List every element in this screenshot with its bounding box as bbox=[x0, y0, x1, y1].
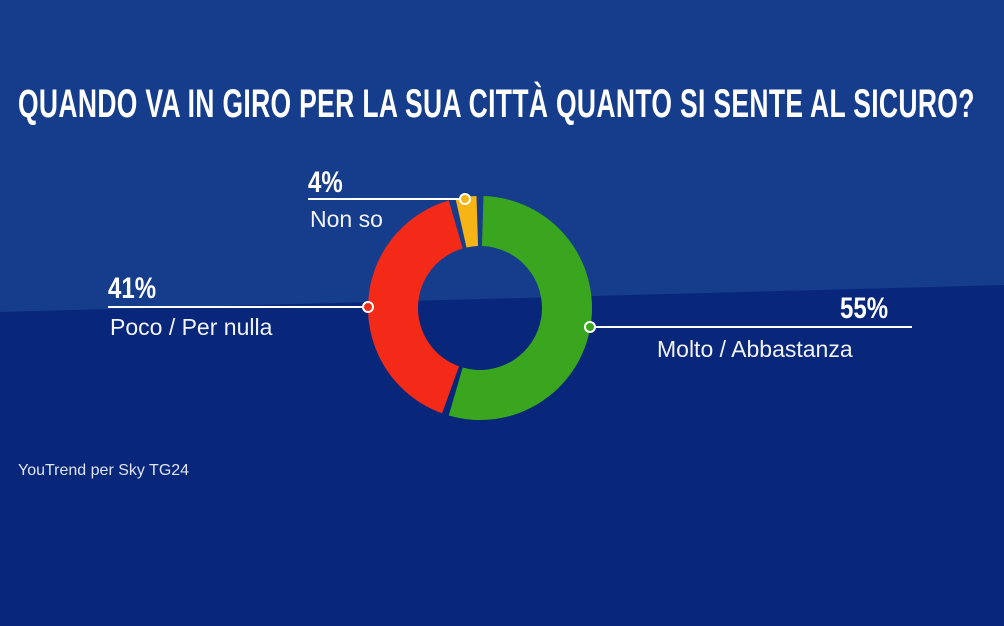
source-note: YouTrend per Sky TG24 bbox=[18, 462, 190, 479]
slice-molto-abbastanza bbox=[448, 196, 593, 420]
value-label-poco: 41% bbox=[108, 272, 157, 305]
value-label-molto: 55% bbox=[840, 292, 889, 325]
slice-label-poco: Poco / Per nulla bbox=[110, 314, 273, 340]
leader-marker bbox=[362, 301, 374, 313]
background-upper bbox=[0, 0, 1004, 312]
chart-title: QUANDO VA IN GIRO PER LA SUA CITTÀ QUANT… bbox=[18, 82, 975, 126]
slice-non-so bbox=[455, 196, 479, 248]
leader-marker bbox=[459, 193, 471, 205]
leader-marker bbox=[584, 321, 596, 333]
value-label-non-so: 4% bbox=[308, 166, 343, 199]
slice-label-molto: Molto / Abbastanza bbox=[657, 336, 853, 362]
slice-label-non-so: Non so bbox=[310, 206, 383, 232]
slice-poco-per-nulla bbox=[368, 200, 463, 414]
